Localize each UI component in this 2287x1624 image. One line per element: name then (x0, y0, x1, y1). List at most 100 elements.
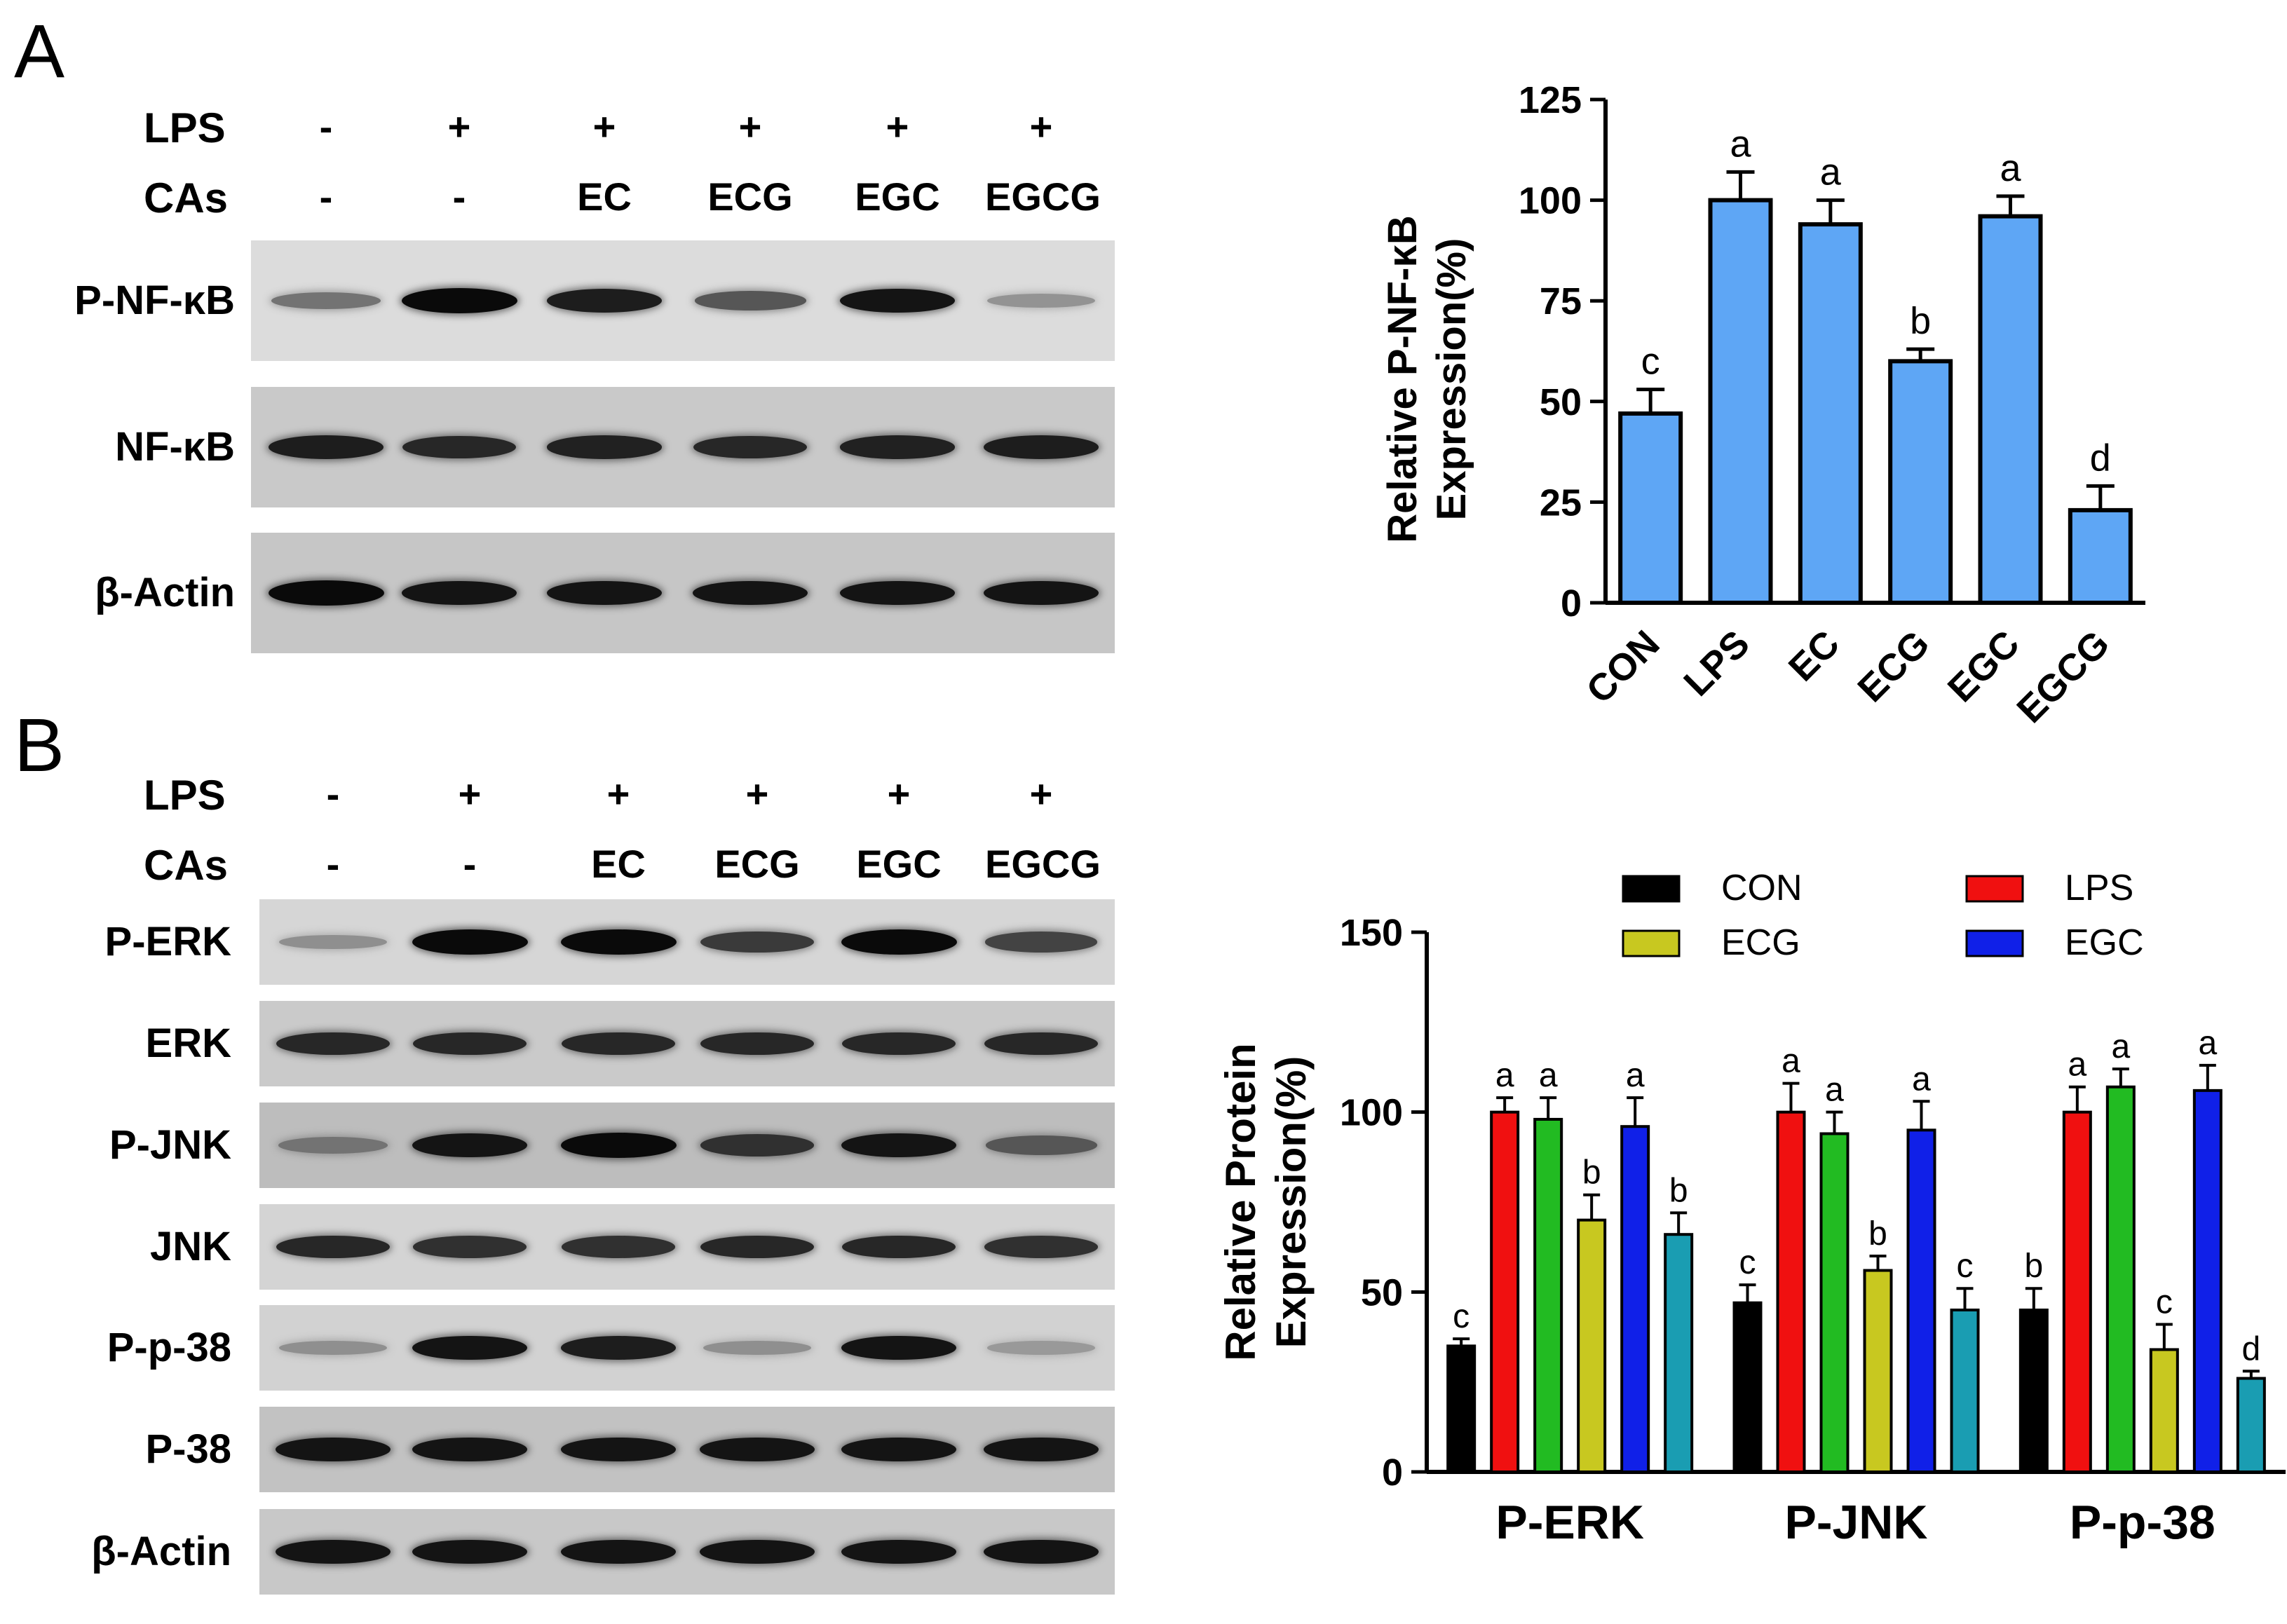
bar (2105, 1085, 2136, 1473)
protein-band (983, 580, 1099, 606)
protein-band (562, 1236, 675, 1258)
bar (1618, 411, 1683, 605)
bar (2068, 507, 2133, 605)
chart-b-protein-expression: CONLPSECECGEGCEGCG050100150caababP-ERKca… (1217, 868, 2286, 1549)
protein-band (412, 1032, 527, 1056)
protein-band (703, 1340, 812, 1356)
legend: CONLPSECECGEGCEGCG (1622, 868, 2144, 963)
treatment-label: LPS (144, 104, 226, 151)
y-tick-label: 0 (1561, 582, 1582, 625)
blot-strip (259, 1407, 1115, 1492)
lane-marker: + (447, 104, 471, 149)
bar (2062, 1110, 2092, 1473)
bar (1490, 1110, 1520, 1473)
blot-strip (259, 1103, 1115, 1188)
x-tick-label: P-JNK (1784, 1496, 1927, 1549)
blot-label: β-Actin (95, 570, 235, 615)
significance-label: a (1495, 1057, 1514, 1094)
y-tick-label: 75 (1540, 280, 1582, 322)
protein-band (560, 1437, 677, 1462)
protein-band (560, 1133, 677, 1158)
protein-band (841, 1539, 957, 1564)
protein-band (692, 580, 808, 606)
y-tick-label: 100 (1519, 180, 1582, 222)
lane-marker: + (887, 772, 911, 816)
panel-a-western-blots: LPS - + + + + + CAs - - EC ECG EGC EGCG P-NF-κB NF-κB β-… (0, 0, 1136, 673)
bar (2236, 1377, 2266, 1473)
protein-band (699, 1437, 815, 1462)
protein-band (561, 1336, 676, 1360)
protein-band (700, 1032, 815, 1056)
y-tick-label: 125 (1519, 79, 1582, 121)
protein-band (412, 1437, 528, 1462)
bar (2149, 1348, 2179, 1474)
significance-label: c (1453, 1298, 1470, 1335)
protein-band (986, 293, 1096, 308)
y-axis-label-line2: Expression(%) (1429, 238, 1474, 521)
bar (1888, 359, 1953, 605)
protein-band (412, 929, 528, 955)
protein-band (984, 1236, 1098, 1258)
blot-label: NF-κB (115, 424, 235, 470)
protein-band (546, 580, 663, 606)
protein-band (700, 1235, 815, 1259)
bar (1446, 1344, 1477, 1473)
blot-strip (259, 1204, 1115, 1290)
protein-band (841, 1133, 957, 1158)
treatment-label: CAs (144, 842, 229, 889)
blot-strip (259, 1509, 1115, 1595)
protein-band (278, 1340, 388, 1356)
blot-strip (259, 1001, 1115, 1086)
significance-label: b (1868, 1215, 1887, 1253)
bar (1533, 1117, 1563, 1473)
protein-band (841, 929, 957, 955)
lane-marker: - (326, 772, 340, 816)
lane-marker: EGCG (985, 842, 1101, 886)
y-tick-label: 50 (1361, 1271, 1403, 1313)
significance-label: a (1782, 1043, 1800, 1080)
bar (2192, 1089, 2222, 1474)
significance-label: d (2241, 1330, 2260, 1367)
bar (1664, 1233, 1694, 1473)
x-tick-label: P-ERK (1495, 1496, 1644, 1549)
chart-a-pnfkb-expression: 0255075100125cCONaLPSaECbECGaEGCdEGCGRel… (1380, 79, 2145, 731)
bar (1798, 222, 1863, 605)
legend-swatch (1965, 875, 2024, 903)
lane-marker: + (458, 772, 482, 816)
protein-band (276, 1032, 391, 1056)
blot-label: β-Actin (91, 1529, 231, 1574)
legend-label: EGC (2065, 922, 2144, 963)
protein-band (560, 1539, 677, 1564)
significance-label: a (1539, 1057, 1558, 1094)
protein-band (985, 1135, 1097, 1155)
significance-label: a (1820, 151, 1842, 193)
significance-label: d (2090, 437, 2111, 479)
bar (1819, 1132, 1850, 1473)
blot-label: ERK (145, 1021, 231, 1066)
significance-label: a (2068, 1046, 2086, 1084)
protein-band (412, 1133, 528, 1158)
y-tick-label: 150 (1340, 912, 1403, 954)
protein-band (839, 580, 956, 606)
lane-marker: EC (577, 175, 632, 219)
lane-marker: ECG (714, 842, 800, 886)
protein-band (278, 1137, 388, 1154)
lane-marker: ECG (707, 175, 793, 219)
bar (1906, 1128, 1936, 1473)
protein-band (984, 932, 1098, 953)
significance-label: a (1626, 1057, 1645, 1094)
significance-label: a (2000, 147, 2021, 189)
protein-band (401, 288, 517, 313)
significance-label: c (1641, 341, 1660, 383)
blot-label: P-p-38 (107, 1325, 231, 1370)
legend-label: LPS (2065, 868, 2133, 908)
y-axis-label-line1: Relative P-NF-κB (1380, 215, 1425, 543)
lane-marker: + (738, 104, 762, 149)
x-tick-label: P-p-38 (2070, 1496, 2215, 1549)
panel-a-letter: A (14, 8, 65, 93)
protein-band (841, 1235, 956, 1259)
protein-band (547, 289, 662, 313)
legend-label: CON (1721, 868, 1803, 908)
protein-band (694, 291, 806, 311)
protein-band (693, 435, 808, 459)
